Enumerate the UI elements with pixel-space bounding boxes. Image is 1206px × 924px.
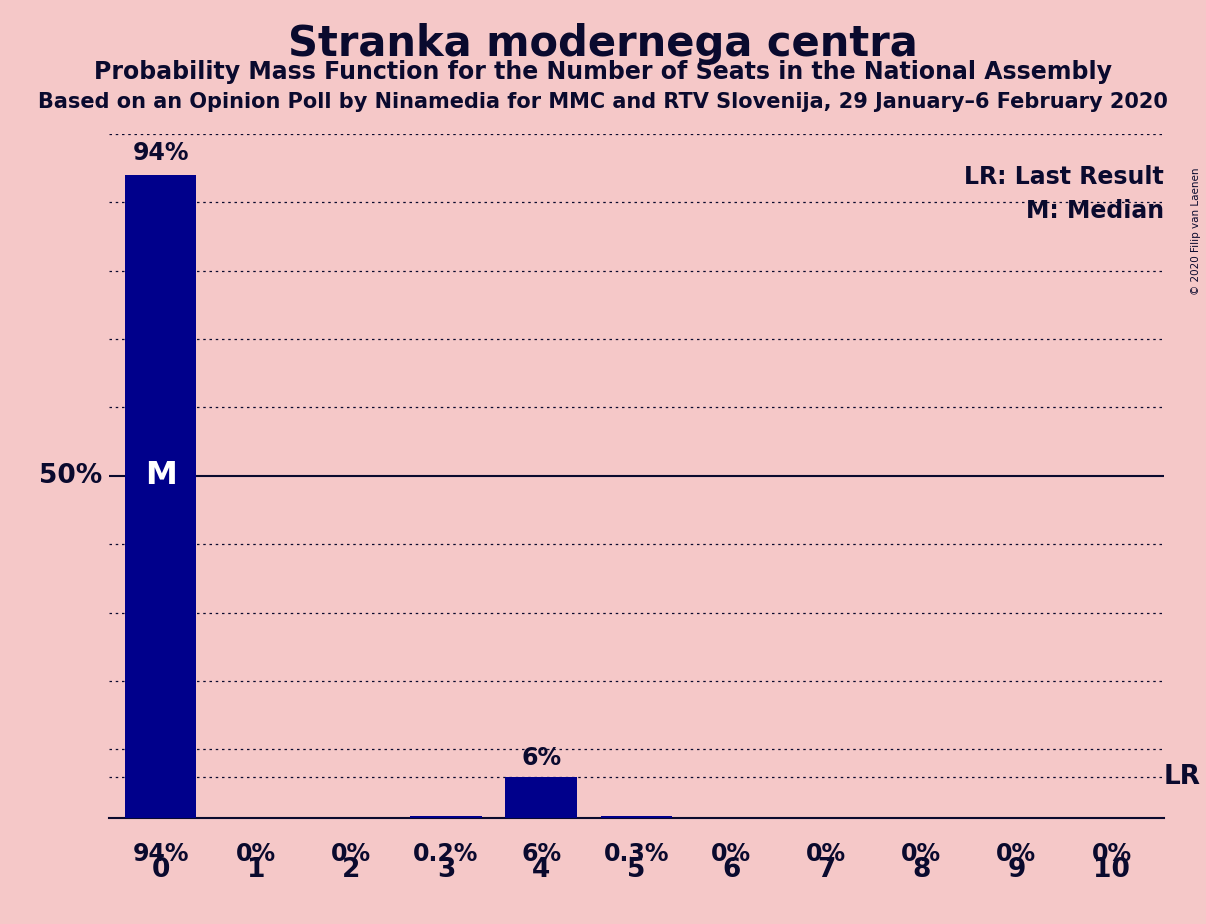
- Text: 50%: 50%: [39, 463, 101, 489]
- Text: 0%: 0%: [996, 842, 1036, 866]
- Text: 94%: 94%: [133, 140, 189, 164]
- Text: LR: LR: [1164, 764, 1201, 790]
- Text: 6%: 6%: [521, 746, 561, 770]
- Text: M: M: [145, 460, 177, 492]
- Text: 94%: 94%: [133, 842, 189, 866]
- Text: 0.2%: 0.2%: [414, 842, 479, 866]
- Text: 0%: 0%: [330, 842, 371, 866]
- Text: Probability Mass Function for the Number of Seats in the National Assembly: Probability Mass Function for the Number…: [94, 60, 1112, 84]
- Text: 6%: 6%: [521, 842, 561, 866]
- Text: LR: Last Result: LR: Last Result: [964, 164, 1164, 188]
- Text: 0%: 0%: [901, 842, 942, 866]
- Text: 0%: 0%: [1091, 842, 1131, 866]
- Text: Based on an Opinion Poll by Ninamedia for MMC and RTV Slovenija, 29 January–6 Fe: Based on an Opinion Poll by Ninamedia fo…: [39, 92, 1167, 113]
- Text: © 2020 Filip van Laenen: © 2020 Filip van Laenen: [1192, 167, 1201, 295]
- Text: 0%: 0%: [712, 842, 751, 866]
- Text: Stranka modernega centra: Stranka modernega centra: [288, 23, 918, 65]
- Bar: [505, 777, 576, 818]
- Text: 0%: 0%: [236, 842, 276, 866]
- Bar: [410, 817, 481, 818]
- Text: M: Median: M: Median: [1025, 199, 1164, 223]
- Text: 0%: 0%: [807, 842, 847, 866]
- Text: 0.3%: 0.3%: [603, 842, 669, 866]
- Bar: [601, 816, 672, 818]
- Bar: [125, 175, 197, 818]
